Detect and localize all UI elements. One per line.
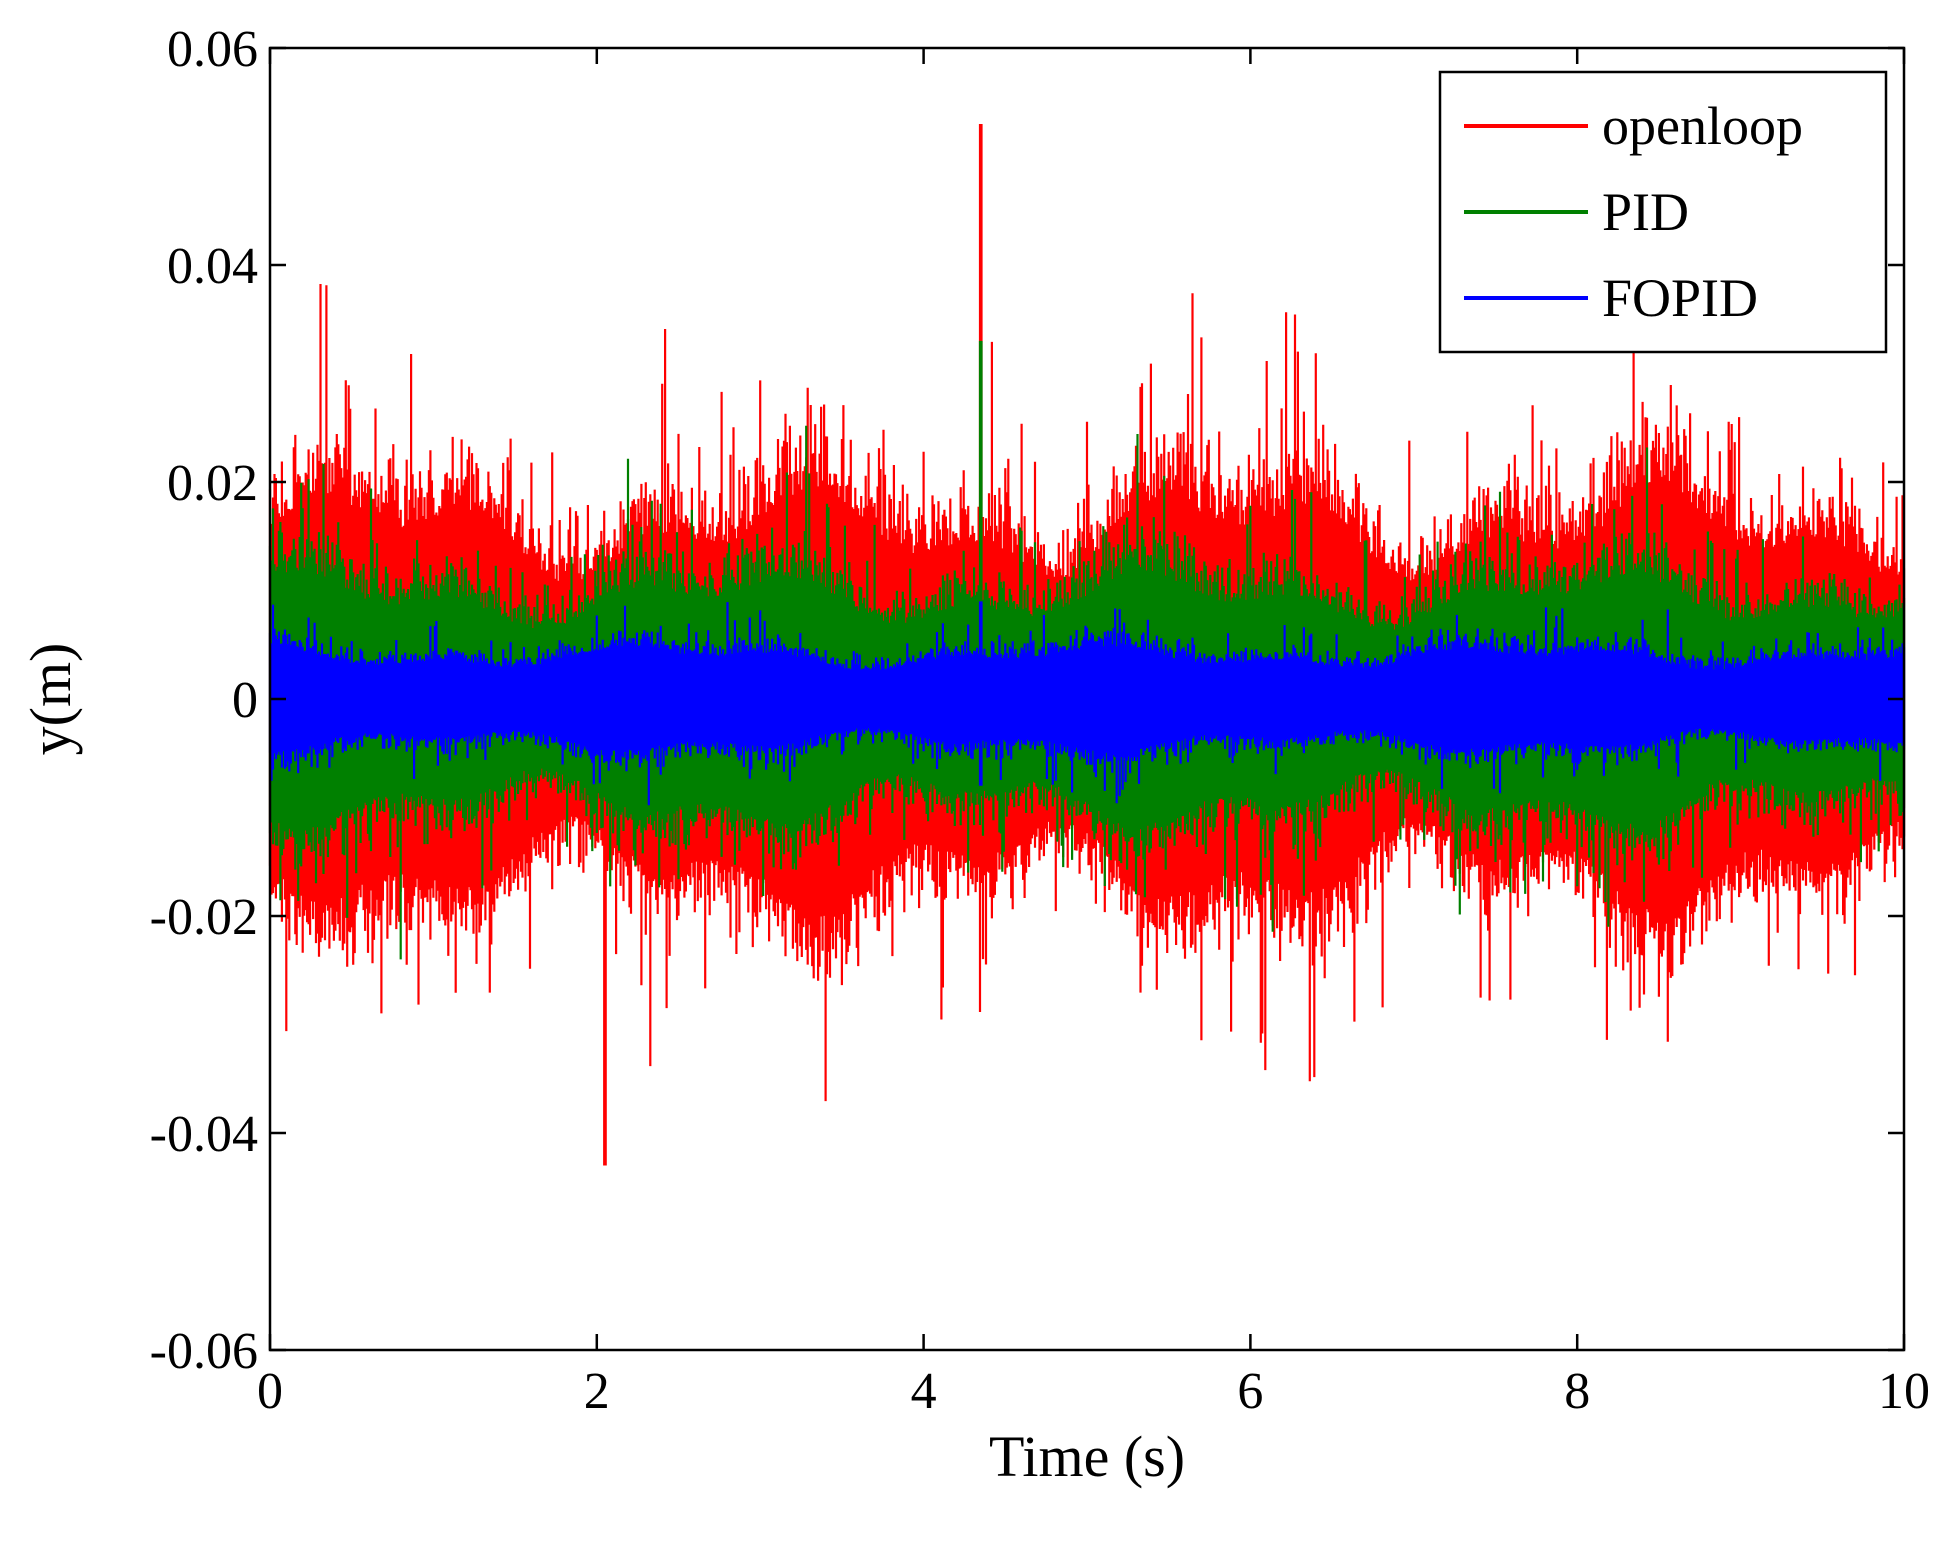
x-tick-label: 6	[1237, 1363, 1263, 1420]
x-tick-labels: 0 2 4 6 8 10	[257, 1363, 1930, 1420]
legend-label-pid: PID	[1602, 182, 1689, 242]
x-tick-label: 8	[1564, 1363, 1590, 1420]
y-tick-label: -0.02	[150, 889, 258, 946]
y-tick-label: -0.06	[150, 1323, 258, 1380]
y-tick-label: -0.04	[150, 1106, 258, 1163]
y-tick-label: 0.04	[167, 238, 258, 295]
tick-layer	[268, 46, 1906, 1352]
x-tick-label: 0	[257, 1363, 283, 1420]
x-tick-label: 2	[584, 1363, 610, 1420]
legend-label-fopid: FOPID	[1602, 268, 1758, 328]
x-axis-label: Time (s)	[989, 1424, 1185, 1489]
y-tick-label: 0.06	[167, 21, 258, 78]
x-tick-label: 10	[1878, 1363, 1930, 1420]
y-tick-labels: -0.06 -0.04 -0.02 0 0.02 0.04 0.06	[150, 21, 258, 1380]
legend-label-openloop: openloop	[1602, 96, 1803, 156]
x-tick-label: 4	[911, 1363, 937, 1420]
y-tick-label: 0	[232, 672, 258, 729]
y-tick-label: 0.02	[167, 455, 258, 512]
legend: openloop PID FOPID	[1438, 70, 1888, 354]
y-axis-label: y(m)	[18, 643, 83, 756]
